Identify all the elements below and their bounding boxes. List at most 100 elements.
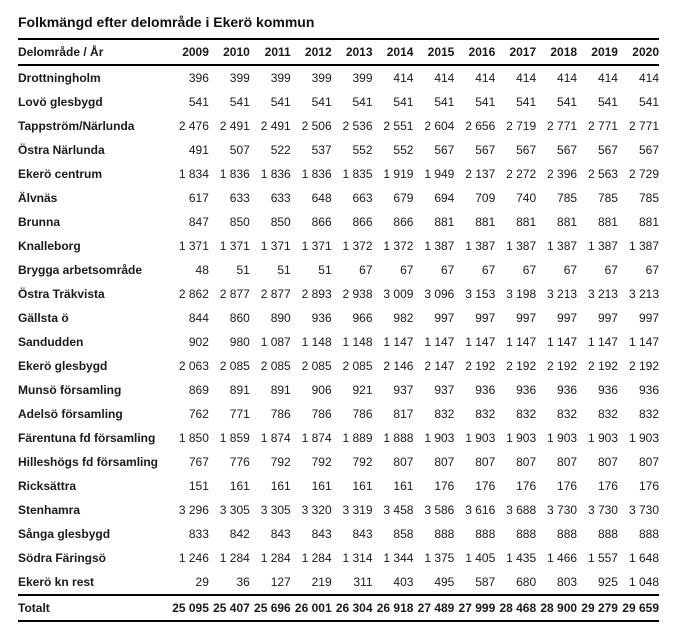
area-name: Ekerö kn rest bbox=[18, 570, 168, 595]
value-cell: 3 213 bbox=[536, 282, 577, 306]
value-cell: 888 bbox=[577, 522, 618, 546]
area-name: Brygga arbetsområde bbox=[18, 258, 168, 282]
table-row: Ricksättra151161161161161161176176176176… bbox=[18, 474, 659, 498]
totals-cell: 26 001 bbox=[291, 595, 332, 621]
value-cell: 1 949 bbox=[413, 162, 454, 186]
area-name: Sånga glesbygd bbox=[18, 522, 168, 546]
value-cell: 36 bbox=[209, 570, 250, 595]
value-cell: 3 198 bbox=[495, 282, 536, 306]
value-cell: 1 371 bbox=[250, 234, 291, 258]
value-cell: 3 305 bbox=[250, 498, 291, 522]
value-cell: 3 688 bbox=[495, 498, 536, 522]
area-name: Lovö glesbygd bbox=[18, 90, 168, 114]
value-cell: 552 bbox=[373, 138, 414, 162]
table-row: Lovö glesbygd541541541541541541541541541… bbox=[18, 90, 659, 114]
value-cell: 1 859 bbox=[209, 426, 250, 450]
area-name: Östra Träkvista bbox=[18, 282, 168, 306]
value-cell: 842 bbox=[209, 522, 250, 546]
value-cell: 2 771 bbox=[577, 114, 618, 138]
value-cell: 997 bbox=[618, 306, 659, 330]
year-header: 2009 bbox=[168, 39, 209, 65]
value-cell: 762 bbox=[168, 402, 209, 426]
totals-cell: 25 696 bbox=[250, 595, 291, 621]
value-cell: 51 bbox=[250, 258, 291, 282]
header-row: Delområde / År 2009201020112012201320142… bbox=[18, 39, 659, 65]
value-cell: 866 bbox=[373, 210, 414, 234]
table-row: Älvnäs6176336336486636796947097407857857… bbox=[18, 186, 659, 210]
value-cell: 3 213 bbox=[577, 282, 618, 306]
value-cell: 807 bbox=[454, 450, 495, 474]
value-cell: 937 bbox=[413, 378, 454, 402]
value-cell: 311 bbox=[332, 570, 373, 595]
year-header: 2017 bbox=[495, 39, 536, 65]
value-cell: 567 bbox=[577, 138, 618, 162]
value-cell: 51 bbox=[209, 258, 250, 282]
totals-cell: 27 999 bbox=[454, 595, 495, 621]
value-cell: 832 bbox=[618, 402, 659, 426]
value-cell: 679 bbox=[373, 186, 414, 210]
value-cell: 176 bbox=[618, 474, 659, 498]
value-cell: 541 bbox=[332, 90, 373, 114]
area-name: Adelsö församling bbox=[18, 402, 168, 426]
value-cell: 541 bbox=[495, 90, 536, 114]
value-cell: 399 bbox=[332, 65, 373, 90]
value-cell: 1 246 bbox=[168, 546, 209, 570]
year-header: 2020 bbox=[618, 39, 659, 65]
totals-cell: 25 407 bbox=[209, 595, 250, 621]
value-cell: 2 506 bbox=[291, 114, 332, 138]
value-cell: 807 bbox=[618, 450, 659, 474]
value-cell: 587 bbox=[454, 570, 495, 595]
value-cell: 925 bbox=[577, 570, 618, 595]
value-cell: 1 387 bbox=[618, 234, 659, 258]
value-cell: 1 919 bbox=[373, 162, 414, 186]
value-cell: 776 bbox=[209, 450, 250, 474]
value-cell: 1 903 bbox=[618, 426, 659, 450]
value-cell: 792 bbox=[332, 450, 373, 474]
value-cell: 1 405 bbox=[454, 546, 495, 570]
value-cell: 3 213 bbox=[618, 282, 659, 306]
value-cell: 1 371 bbox=[209, 234, 250, 258]
value-cell: 1 557 bbox=[577, 546, 618, 570]
area-name: Tappström/Närlunda bbox=[18, 114, 168, 138]
value-cell: 785 bbox=[618, 186, 659, 210]
year-header: 2012 bbox=[291, 39, 332, 65]
value-cell: 1 147 bbox=[413, 330, 454, 354]
value-cell: 881 bbox=[618, 210, 659, 234]
table-row: Ekerö centrum1 8341 8361 8361 8361 8351 … bbox=[18, 162, 659, 186]
value-cell: 414 bbox=[536, 65, 577, 90]
table-row: Adelsö församling76277178678678681783283… bbox=[18, 402, 659, 426]
value-cell: 67 bbox=[454, 258, 495, 282]
value-cell: 2 146 bbox=[373, 354, 414, 378]
value-cell: 786 bbox=[332, 402, 373, 426]
value-cell: 491 bbox=[168, 138, 209, 162]
value-cell: 67 bbox=[373, 258, 414, 282]
table-body: Drottningholm396399399399399414414414414… bbox=[18, 65, 659, 621]
value-cell: 3 153 bbox=[454, 282, 495, 306]
value-cell: 850 bbox=[250, 210, 291, 234]
value-cell: 1 375 bbox=[413, 546, 454, 570]
area-name: Munsö församling bbox=[18, 378, 168, 402]
area-name: Ekerö centrum bbox=[18, 162, 168, 186]
value-cell: 161 bbox=[332, 474, 373, 498]
value-cell: 1 387 bbox=[495, 234, 536, 258]
table-row: Sandudden9029801 0871 1481 1481 1471 147… bbox=[18, 330, 659, 354]
value-cell: 3 009 bbox=[373, 282, 414, 306]
table-row: Gällsta ö8448608909369669829979979979979… bbox=[18, 306, 659, 330]
area-name: Sandudden bbox=[18, 330, 168, 354]
value-cell: 67 bbox=[332, 258, 373, 282]
value-cell: 2 396 bbox=[536, 162, 577, 186]
value-cell: 1 435 bbox=[495, 546, 536, 570]
value-cell: 2 476 bbox=[168, 114, 209, 138]
value-cell: 161 bbox=[250, 474, 291, 498]
value-cell: 567 bbox=[618, 138, 659, 162]
value-cell: 403 bbox=[373, 570, 414, 595]
value-cell: 2 147 bbox=[413, 354, 454, 378]
value-cell: 807 bbox=[495, 450, 536, 474]
year-header: 2013 bbox=[332, 39, 373, 65]
area-name: Drottningholm bbox=[18, 65, 168, 90]
value-cell: 1 387 bbox=[536, 234, 577, 258]
value-cell: 1 466 bbox=[536, 546, 577, 570]
value-cell: 541 bbox=[536, 90, 577, 114]
value-cell: 785 bbox=[577, 186, 618, 210]
value-cell: 1 903 bbox=[536, 426, 577, 450]
